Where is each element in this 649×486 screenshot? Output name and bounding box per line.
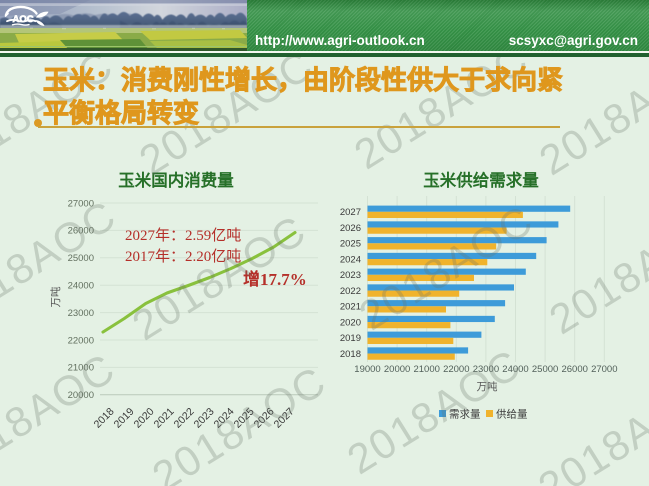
svg-text:21000: 21000 [413,364,439,375]
svg-text:23000: 23000 [68,308,94,319]
svg-text:2022: 2022 [340,286,361,297]
svg-text:2027年：2.59亿吨: 2027年：2.59亿吨 [125,227,241,244]
svg-text:需求量: 需求量 [449,409,481,421]
svg-text:2020: 2020 [132,406,157,431]
svg-text:22000: 22000 [443,364,469,375]
svg-text:22000: 22000 [68,335,94,346]
svg-text:27000: 27000 [591,364,617,375]
svg-text:19000: 19000 [354,364,380,375]
svg-text:24000: 24000 [502,364,528,375]
svg-text:20000: 20000 [68,390,94,401]
svg-text:玉米国内消费量: 玉米国内消费量 [118,170,234,190]
svg-text:2017年：2.20亿吨: 2017年：2.20亿吨 [125,248,241,265]
svg-text:26000: 26000 [561,364,587,375]
svg-text:24000: 24000 [68,281,94,292]
svg-text:2024: 2024 [340,254,361,265]
svg-text:AOC: AOC [13,14,34,25]
svg-text:2023: 2023 [340,270,361,281]
svg-text:23000: 23000 [473,364,499,375]
svg-text:2021: 2021 [340,302,361,313]
svg-text:增17.7%: 增17.7% [243,269,307,289]
svg-text:2021: 2021 [152,406,177,431]
svg-text:2027: 2027 [340,207,361,218]
svg-text:2019: 2019 [112,406,137,431]
svg-text:2018: 2018 [92,406,117,431]
svg-text:万吨: 万吨 [477,380,498,393]
svg-text:玉米供给需求量: 玉米供给需求量 [423,170,539,190]
svg-text:25000: 25000 [68,253,94,264]
svg-text:26000: 26000 [68,226,94,237]
svg-text:2020: 2020 [340,317,361,328]
svg-text:2025: 2025 [340,239,361,250]
svg-text:供给量: 供给量 [496,408,528,421]
svg-text:2018: 2018 [340,349,361,360]
svg-text:27000: 27000 [68,198,94,209]
svg-text:2026: 2026 [340,223,361,234]
svg-text:25000: 25000 [532,364,558,375]
svg-text:21000: 21000 [68,363,94,374]
svg-text:2022: 2022 [172,406,197,431]
svg-text:2019: 2019 [340,333,361,344]
svg-text:20000: 20000 [384,364,410,375]
svg-text:万吨: 万吨 [49,286,62,307]
